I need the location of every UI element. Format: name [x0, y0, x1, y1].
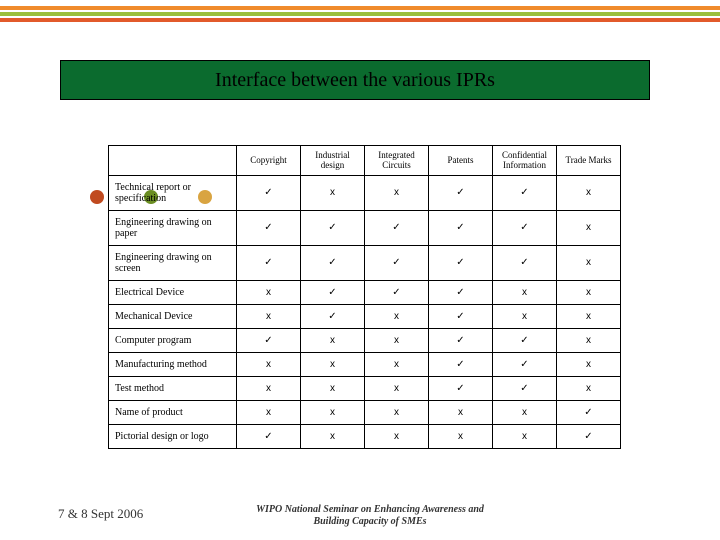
matrix-cell: x: [557, 210, 621, 245]
table-row: Manufacturing methodxxx✓✓x: [109, 352, 621, 376]
matrix-cell: ✓: [429, 352, 493, 376]
matrix-cell: x: [365, 424, 429, 448]
table-row: Test methodxxx✓✓x: [109, 376, 621, 400]
matrix-cell: ✓: [237, 245, 301, 280]
matrix-cell: ✓: [301, 304, 365, 328]
matrix-cell: ✓: [557, 400, 621, 424]
table-row: Pictorial design or logo✓xxxx✓: [109, 424, 621, 448]
row-label: Test method: [109, 376, 237, 400]
matrix-cell: x: [237, 280, 301, 304]
table-row: Engineering drawing on paper✓✓✓✓✓x: [109, 210, 621, 245]
column-header: Integrated Circuits: [365, 146, 429, 176]
bullet-icon: [90, 190, 104, 204]
matrix-cell: ✓: [365, 245, 429, 280]
matrix-cell: x: [557, 376, 621, 400]
column-header: Confidential Information: [493, 146, 557, 176]
row-label: Name of product: [109, 400, 237, 424]
slide-title-bar: Interface between the various IPRs: [60, 60, 650, 100]
row-label: Engineering drawing on screen: [109, 245, 237, 280]
row-label: Electrical Device: [109, 280, 237, 304]
matrix-cell: ✓: [429, 280, 493, 304]
matrix-cell: ✓: [237, 328, 301, 352]
matrix-cell: ✓: [429, 376, 493, 400]
matrix-cell: ✓: [365, 210, 429, 245]
matrix-cell: ✓: [429, 328, 493, 352]
table-row: Name of productxxxxx✓: [109, 400, 621, 424]
matrix-cell: ✓: [301, 245, 365, 280]
matrix-cell: x: [557, 175, 621, 210]
column-header: Industrial design: [301, 146, 365, 176]
matrix-cell: ✓: [429, 245, 493, 280]
matrix-cell: x: [557, 280, 621, 304]
matrix-cell: ✓: [237, 210, 301, 245]
table-header-row: CopyrightIndustrial designIntegrated Cir…: [109, 146, 621, 176]
matrix-cell: ✓: [493, 328, 557, 352]
matrix-cell: x: [237, 304, 301, 328]
matrix-cell: x: [429, 424, 493, 448]
column-header: Trade Marks: [557, 146, 621, 176]
matrix-cell: ✓: [301, 210, 365, 245]
matrix-cell: ✓: [557, 424, 621, 448]
table-row: Technical report or specification✓xx✓✓x: [109, 175, 621, 210]
matrix-cell: x: [493, 304, 557, 328]
matrix-cell: x: [557, 304, 621, 328]
matrix-cell: x: [301, 424, 365, 448]
matrix-cell: x: [365, 376, 429, 400]
table-row: Computer program✓xx✓✓x: [109, 328, 621, 352]
matrix-cell: ✓: [493, 210, 557, 245]
row-label: Manufacturing method: [109, 352, 237, 376]
slide-title: Interface between the various IPRs: [215, 69, 495, 92]
matrix-cell: x: [493, 424, 557, 448]
matrix-cell: x: [365, 352, 429, 376]
matrix-cell: x: [301, 400, 365, 424]
matrix-cell: ✓: [493, 175, 557, 210]
matrix-cell: x: [557, 245, 621, 280]
matrix-cell: x: [237, 400, 301, 424]
matrix-cell: x: [365, 175, 429, 210]
matrix-cell: x: [493, 280, 557, 304]
matrix-cell: x: [301, 328, 365, 352]
matrix-cell: x: [557, 328, 621, 352]
header-empty: [109, 146, 237, 176]
matrix-cell: ✓: [493, 376, 557, 400]
column-header: Copyright: [237, 146, 301, 176]
ipr-matrix-table: CopyrightIndustrial designIntegrated Cir…: [108, 145, 621, 449]
table-row: Engineering drawing on screen✓✓✓✓✓x: [109, 245, 621, 280]
matrix-cell: x: [429, 400, 493, 424]
matrix-cell: ✓: [301, 280, 365, 304]
matrix-cell: x: [557, 352, 621, 376]
table-row: Electrical Devicex✓✓✓xx: [109, 280, 621, 304]
matrix-cell: ✓: [237, 424, 301, 448]
matrix-cell: ✓: [237, 175, 301, 210]
matrix-cell: ✓: [493, 352, 557, 376]
column-header: Patents: [429, 146, 493, 176]
matrix-cell: x: [301, 376, 365, 400]
matrix-cell: x: [237, 352, 301, 376]
footer-seminar-title: WIPO National Seminar on Enhancing Aware…: [240, 504, 500, 528]
matrix-cell: x: [301, 175, 365, 210]
accent-stripe: [0, 6, 720, 10]
accent-stripe: [0, 12, 720, 16]
matrix-cell: x: [365, 328, 429, 352]
matrix-cell: ✓: [429, 304, 493, 328]
matrix-cell: ✓: [429, 210, 493, 245]
row-label: Computer program: [109, 328, 237, 352]
matrix-cell: x: [365, 304, 429, 328]
row-label: Mechanical Device: [109, 304, 237, 328]
row-label: Technical report or specification: [109, 175, 237, 210]
row-label: Engineering drawing on paper: [109, 210, 237, 245]
matrix-cell: x: [365, 400, 429, 424]
matrix-cell: ✓: [429, 175, 493, 210]
matrix-cell: x: [301, 352, 365, 376]
table-row: Mechanical Devicex✓x✓xx: [109, 304, 621, 328]
matrix-cell: ✓: [365, 280, 429, 304]
matrix-cell: ✓: [493, 245, 557, 280]
row-label: Pictorial design or logo: [109, 424, 237, 448]
accent-stripe: [0, 18, 720, 22]
matrix-cell: x: [493, 400, 557, 424]
top-accent-bar: [0, 0, 720, 28]
footer-date: 7 & 8 Sept 2006: [58, 506, 143, 522]
matrix-cell: x: [237, 376, 301, 400]
